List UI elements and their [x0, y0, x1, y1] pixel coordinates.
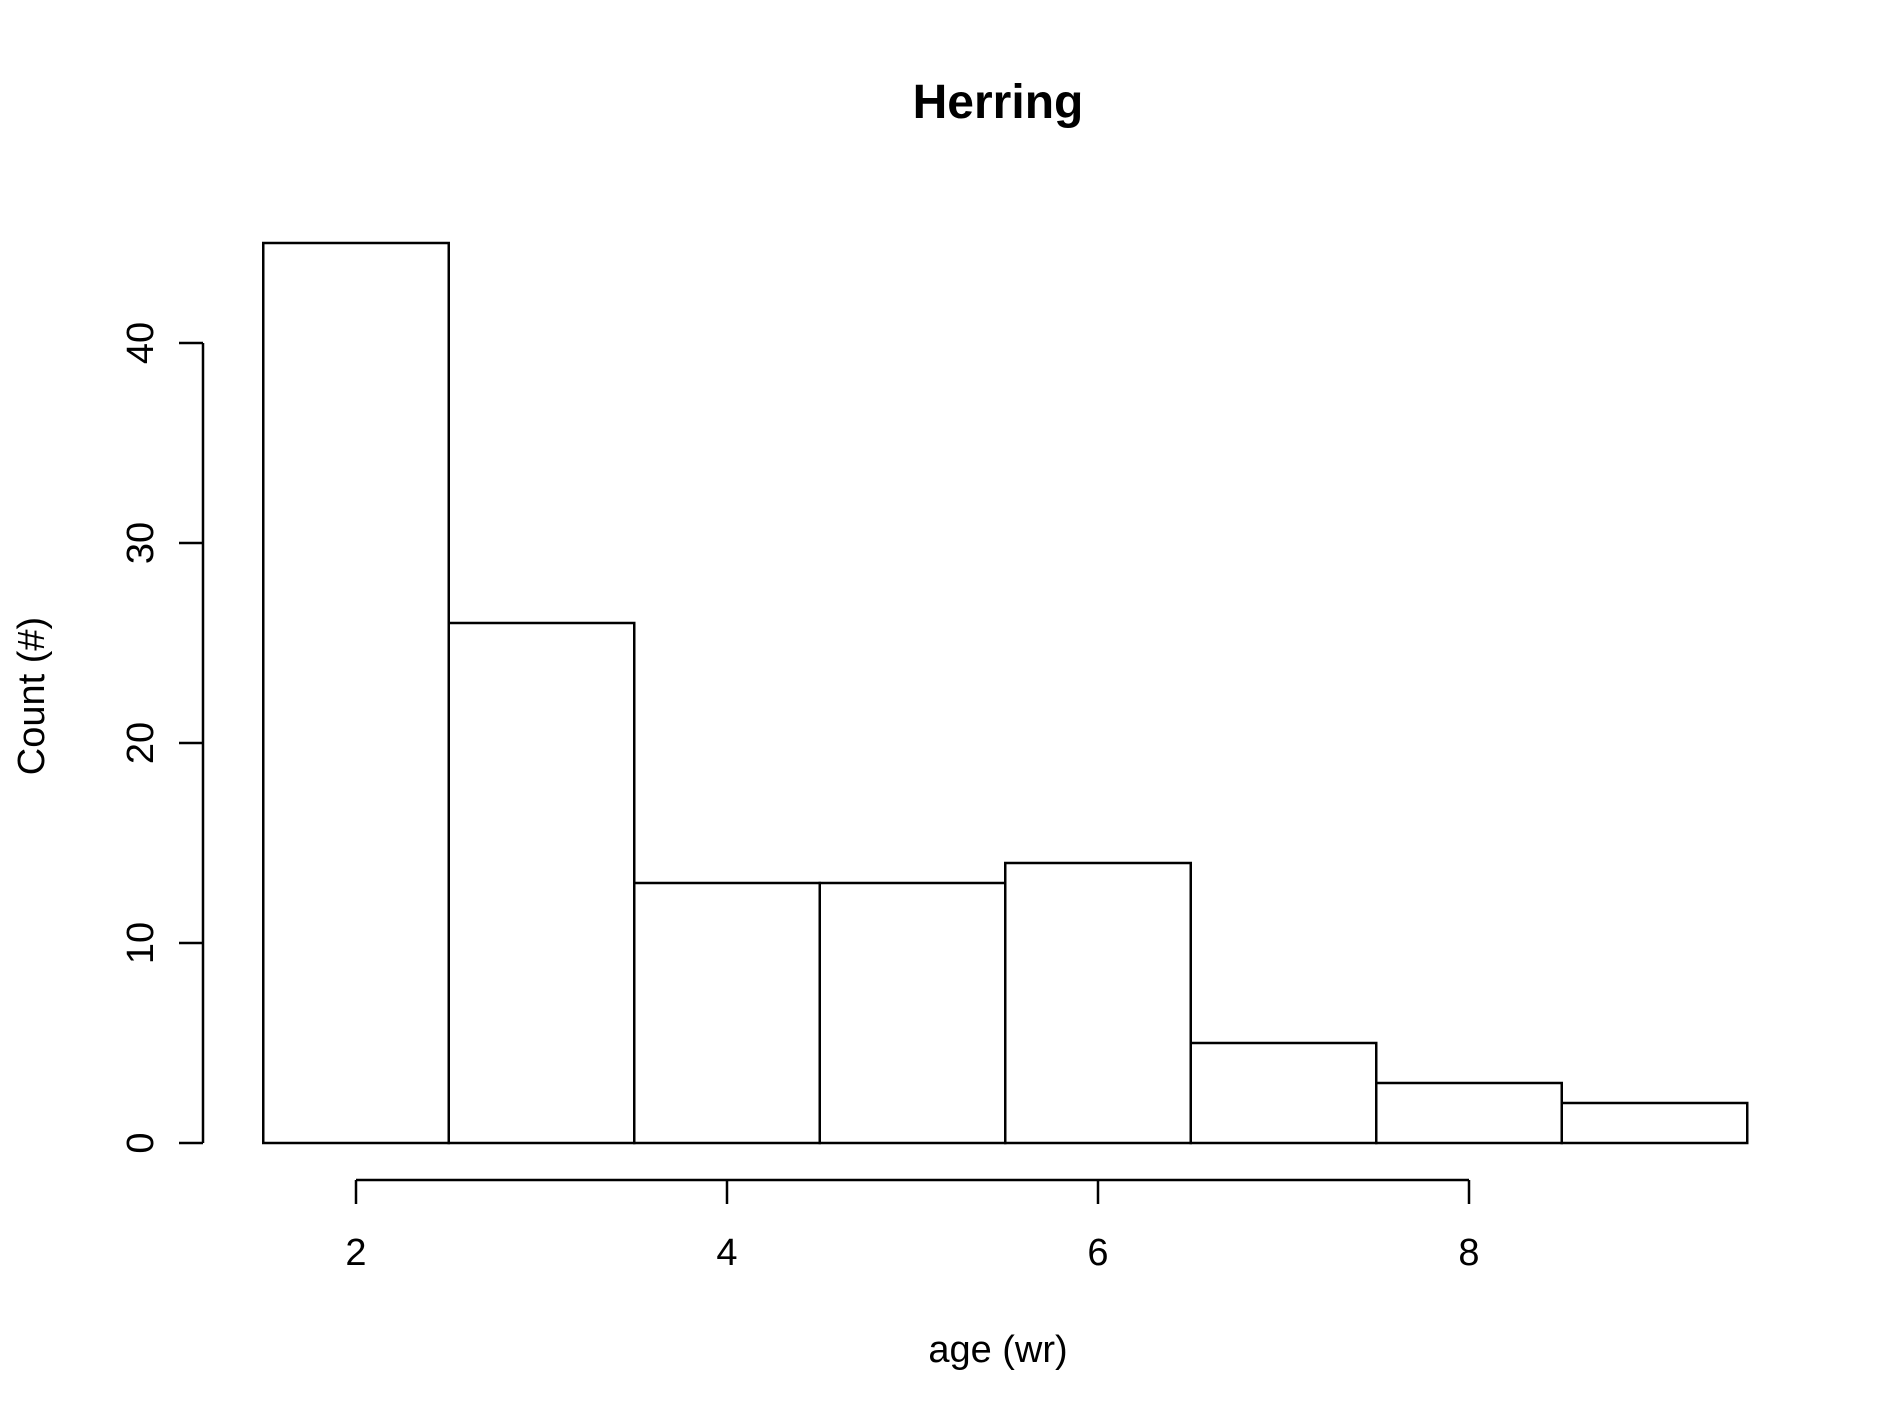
x-axis-label: age (wr): [928, 1329, 1067, 1371]
histogram-bar-7: [1375, 1081, 1563, 1145]
histogram-bar-6: [1189, 1041, 1378, 1145]
x-tick-label-2: 2: [345, 1232, 366, 1274]
y-tick-label-10: 10: [120, 922, 162, 964]
chart-title: Herring: [913, 76, 1084, 129]
y-tick-label-20: 20: [120, 722, 162, 764]
y-tick-label-30: 30: [120, 522, 162, 564]
histogram-bar-8: [1560, 1101, 1749, 1145]
y-axis: 0 10 20 30 40: [120, 322, 205, 1154]
x-axis: 2 4 6 8: [345, 1178, 1480, 1274]
x-tick-label-6: 6: [1087, 1232, 1108, 1274]
y-tick-label-40: 40: [120, 322, 162, 364]
x-tick-label-4: 4: [716, 1232, 737, 1274]
histogram-bars: [262, 241, 1749, 1145]
y-axis-label: Count (#): [11, 617, 53, 775]
histogram-bar-1: [262, 241, 450, 1145]
histogram-bar-4: [818, 881, 1007, 1145]
histogram-bar-5: [1004, 861, 1192, 1145]
x-tick-label-8: 8: [1458, 1232, 1479, 1274]
histogram-bar-2: [447, 621, 636, 1145]
y-tick-label-0: 0: [120, 1132, 162, 1153]
histogram-bar-3: [633, 881, 821, 1145]
